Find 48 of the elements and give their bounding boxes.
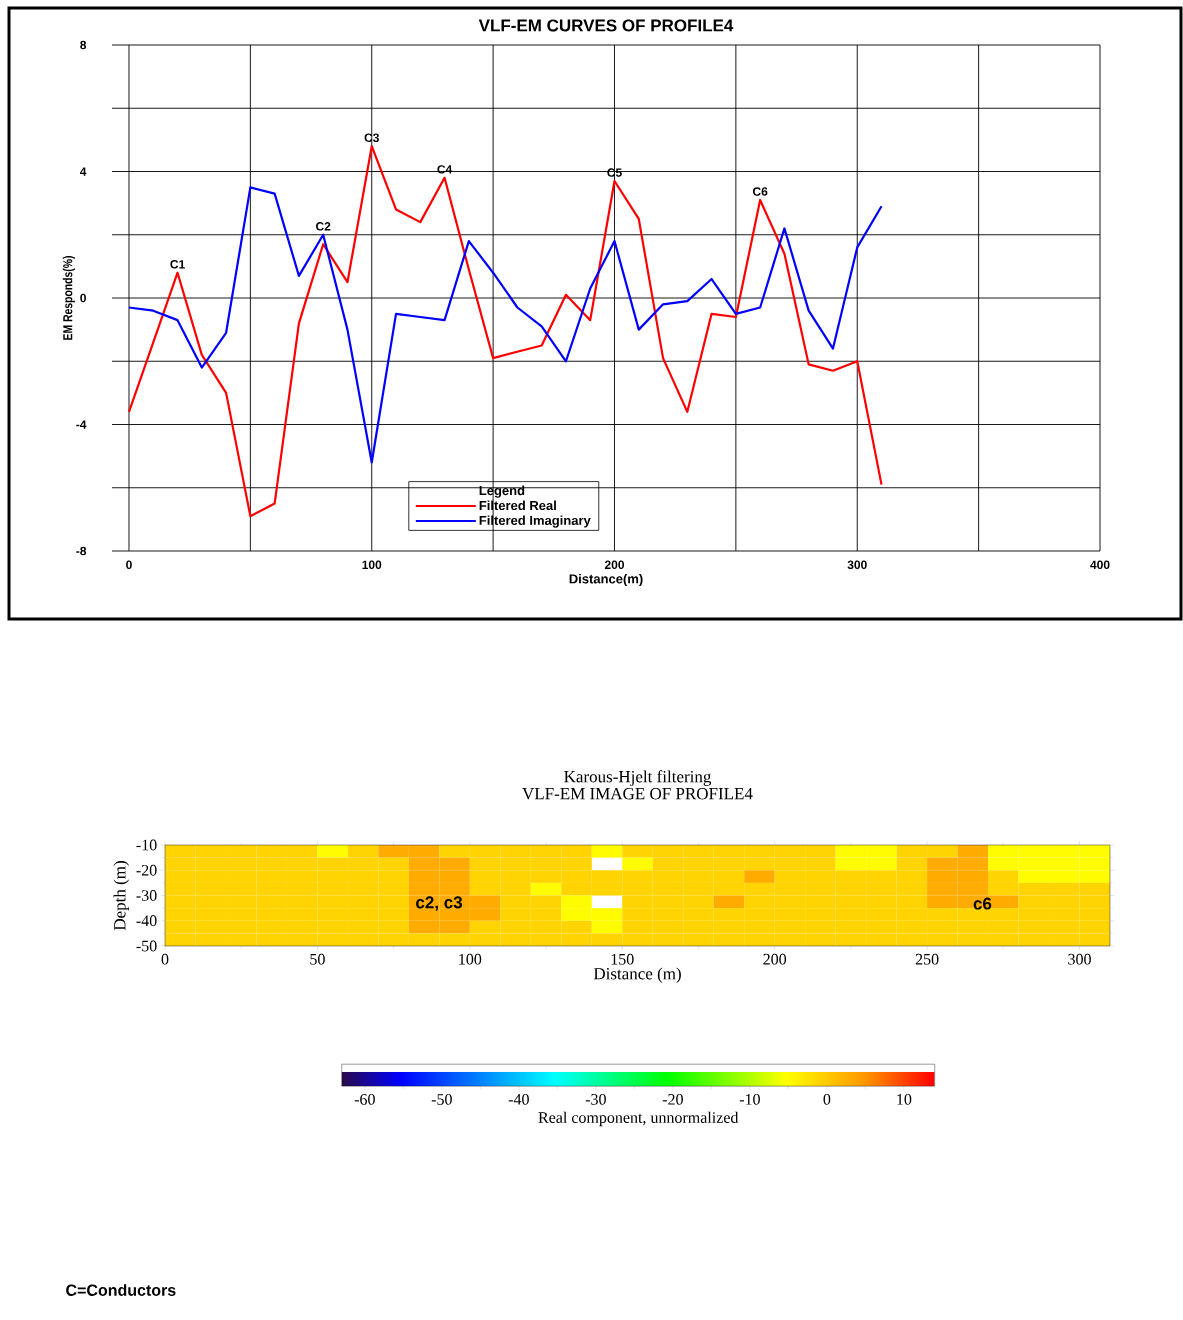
x-axis-title: Distance (m) — [593, 967, 681, 983]
legend-label: Filtered Imaginary — [479, 515, 591, 528]
y-tick-label: -10 — [136, 839, 157, 851]
legend-label: Filtered Real — [479, 500, 556, 511]
chart-subtitle: VLF-EM IMAGE OF PROFILE4 — [522, 787, 753, 800]
y-axis-title: EM Responds(%) — [62, 256, 75, 340]
y-tick-label: -8 — [76, 546, 87, 556]
annotation: C1 — [170, 260, 185, 269]
color-bar-label: -20 — [662, 1093, 683, 1105]
x-tick-label: 200 — [763, 953, 787, 965]
y-tick-label: 4 — [79, 167, 87, 176]
chart-title: VLF-EM CURVES OF PROFILE4 — [478, 19, 734, 32]
annotation: c6 — [973, 897, 992, 910]
x-tick-label: 300 — [847, 560, 867, 570]
text: C=Conductors — [66, 1284, 176, 1296]
y-tick-label: 0 — [80, 293, 86, 303]
x-tick-label: 150 — [611, 953, 634, 965]
y-tick-label: -4 — [76, 420, 87, 429]
x-tick-label: 0 — [126, 560, 132, 570]
color-bar-label: -60 — [354, 1093, 375, 1105]
x-tick-label: 0 — [161, 953, 169, 965]
y-tick-label: -30 — [136, 890, 157, 901]
x-tick-label: 50 — [310, 953, 325, 965]
color-bar-label: 10 — [897, 1093, 912, 1105]
x-axis-title: Distance(m) — [569, 573, 643, 587]
y-axis-title: Depth (m) — [113, 861, 130, 931]
color-bar-label: -50 — [431, 1093, 452, 1105]
y-tick-label: -20 — [136, 864, 157, 876]
annotation: C2 — [316, 222, 331, 231]
color-bar-label: -40 — [508, 1093, 529, 1105]
x-tick-label: 250 — [915, 953, 939, 965]
y-tick-label: -40 — [136, 915, 157, 927]
line-series — [127, 186, 883, 464]
legend-title: Legend — [479, 485, 525, 498]
y-tick-label: -50 — [136, 940, 157, 952]
color-bar-label: -30 — [585, 1093, 606, 1105]
x-tick-label: 400 — [1090, 560, 1110, 570]
chart-title: Karous-Hjelt filtering — [564, 770, 712, 786]
y-tick-label: 8 — [80, 40, 87, 50]
x-tick-label: 200 — [604, 560, 625, 570]
annotation: C6 — [752, 187, 768, 196]
x-tick-label: 300 — [1068, 953, 1091, 965]
color-bar-label: 0 — [823, 1093, 831, 1105]
color-bar-title: Real component, unnormalized — [538, 1111, 739, 1127]
color-bar-label: -10 — [739, 1093, 760, 1105]
x-tick-label: 100 — [459, 953, 482, 965]
x-tick-label: 100 — [362, 560, 382, 570]
annotation: c2, c3 — [416, 896, 463, 911]
